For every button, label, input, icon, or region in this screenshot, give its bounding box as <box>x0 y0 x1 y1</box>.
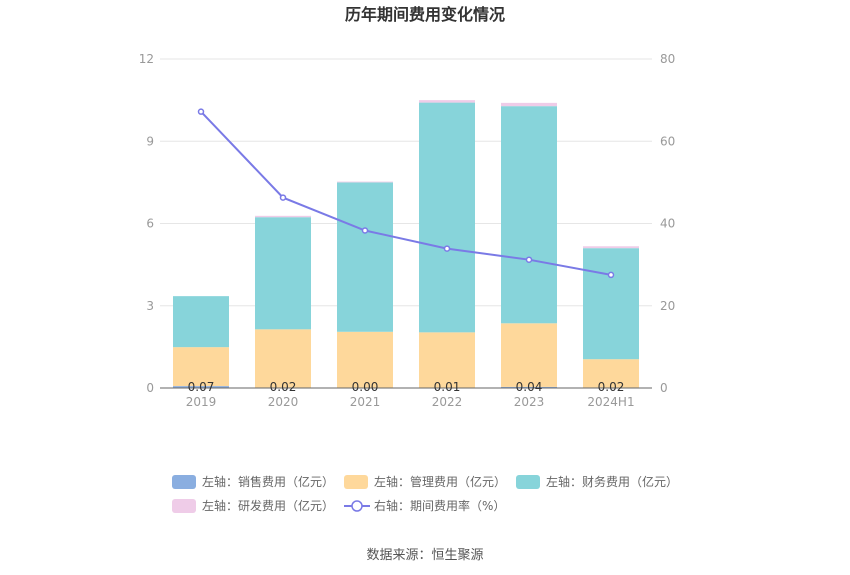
data-label: 0.00 <box>352 380 379 394</box>
right-tick-label: 0 <box>660 381 668 395</box>
legend-swatch <box>172 499 196 513</box>
bar-segment-2 <box>501 106 557 324</box>
source-note: 数据来源：恒生聚源 <box>366 548 483 563</box>
bar-segment-2 <box>173 296 229 348</box>
x-tick-label: 2024H1 <box>587 395 634 409</box>
legend-label: 左轴：管理费用（亿元） <box>374 474 506 489</box>
legend-label: 左轴：研发费用（亿元） <box>202 498 334 513</box>
left-tick-label: 12 <box>139 52 154 66</box>
bar-segment-2 <box>583 248 639 360</box>
bar-segment-3 <box>501 102 557 107</box>
rate-point <box>607 271 615 279</box>
bar-segment-0 <box>173 386 229 388</box>
left-tick-label: 3 <box>146 299 154 313</box>
left-tick-label: 9 <box>146 134 154 148</box>
data-label: 0.04 <box>516 380 543 394</box>
bar-segment-1 <box>255 329 311 388</box>
x-tick-label: 2022 <box>432 395 463 409</box>
rate-point <box>197 108 205 115</box>
right-axis-ticks: 0 20 40 60 80 <box>660 52 675 395</box>
x-tick-label: 2021 <box>350 395 381 409</box>
bar-segment-3 <box>337 181 393 183</box>
legend-label: 左轴：销售费用（亿元） <box>202 474 334 489</box>
legend-swatch <box>344 475 368 489</box>
legend-marker <box>351 500 363 512</box>
bar-segment-3 <box>583 246 639 249</box>
rate-point <box>525 256 533 263</box>
bar-segment-3 <box>419 100 475 103</box>
x-tick-label: 2023 <box>514 395 545 409</box>
right-tick-label: 80 <box>660 52 675 66</box>
bars <box>173 100 639 388</box>
legend-item[interactable]: 左轴：研发费用（亿元） <box>172 498 334 513</box>
bar-segment-3 <box>255 215 311 218</box>
data-label: 0.07 <box>188 380 215 394</box>
bar-segment-2 <box>419 102 475 333</box>
bar-segment-2 <box>255 217 311 330</box>
left-tick-label: 6 <box>146 217 154 231</box>
legend-item[interactable]: 左轴：销售费用（亿元） <box>172 474 334 489</box>
rate-point <box>443 245 451 252</box>
right-tick-label: 40 <box>660 217 675 231</box>
legend-swatch <box>172 475 196 489</box>
legend: 左轴：销售费用（亿元） 左轴：管理费用（亿元） 左轴：财务费用（亿元） 左轴：研发费用… <box>172 474 678 513</box>
legend-label: 左轴：财务费用（亿元） <box>546 474 678 489</box>
bar-segment-1 <box>501 323 557 387</box>
legend-swatch <box>516 475 540 489</box>
data-labels: 0.07 0.02 0.00 0.01 0.04 0.02 <box>188 380 625 394</box>
bar-segment-1 <box>419 332 475 388</box>
bar-segment-2 <box>337 182 393 332</box>
legend-item[interactable]: 左轴：财务费用（亿元） <box>516 474 678 489</box>
data-label: 0.01 <box>434 380 461 394</box>
x-tick-label: 2020 <box>268 395 299 409</box>
legend-item[interactable]: 左轴：管理费用（亿元） <box>344 474 506 489</box>
rate-point <box>279 194 287 201</box>
legend-item[interactable]: 右轴：期间费用率（%） <box>344 498 505 513</box>
bar-segment-1 <box>583 359 639 388</box>
chart-title: 历年期间费用变化情况 <box>345 5 505 24</box>
legend-label: 右轴：期间费用率（%） <box>374 498 505 513</box>
x-axis-ticks: 2019 2020 2021 2022 2023 2024H1 <box>186 395 635 409</box>
left-tick-label: 0 <box>146 381 154 395</box>
grid-lines <box>160 58 652 307</box>
rate-line-layer <box>197 108 615 279</box>
right-tick-label: 20 <box>660 299 675 313</box>
bar-segment-1 <box>173 347 229 387</box>
rate-line <box>200 110 612 276</box>
bar-segment-0 <box>501 386 557 388</box>
rate-point <box>361 227 369 234</box>
right-tick-label: 60 <box>660 134 675 148</box>
bar-segment-1 <box>337 331 393 388</box>
data-label: 0.02 <box>598 380 625 394</box>
x-tick-label: 2019 <box>186 395 217 409</box>
data-label: 0.02 <box>270 380 297 394</box>
left-axis-ticks: 0 3 6 9 12 <box>139 52 154 395</box>
